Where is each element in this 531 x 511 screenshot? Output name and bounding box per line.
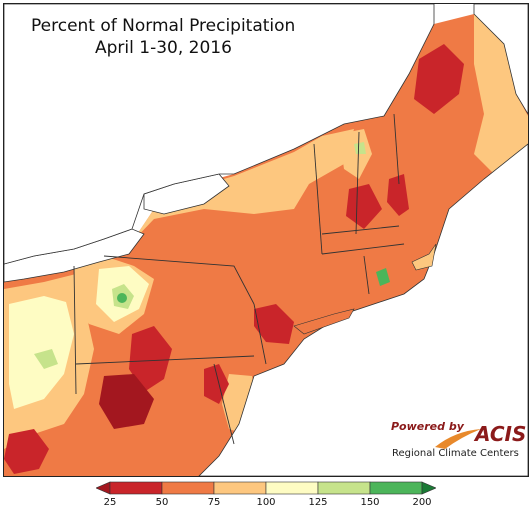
atlantic-ocean [198,143,528,476]
map-date-range: April 1-30, 2016 [95,38,232,58]
region-nyc-red [254,304,294,344]
legend-swatch [161,481,215,495]
region-nh-red [346,184,382,229]
region-wpa-darkgreen [117,293,127,303]
region-ohio-green [34,349,58,369]
precipitation-map: Percent of Normal Precipitation April 1-… [3,3,529,477]
acis-credit-logo: Powered by ACIS Regional Climate Centers [387,417,526,461]
long-island [293,308,355,335]
legend-swatch [317,481,371,495]
legend-tick-label: 125 [308,497,328,508]
credit-acis: ACIS [475,422,527,446]
canada-region [4,4,435,265]
legend-tick-label: 100 [256,497,276,508]
legend-tick-label: 50 [155,497,169,508]
legend-tick-label: 150 [360,497,380,508]
legend-swatch [109,481,163,495]
color-legend: 25 50 75 100 125 150 200 [96,480,436,508]
credit-rcc: Regional Climate Centers [392,448,519,459]
legend-swatch [369,481,423,495]
credit-powered-by: Powered by [391,420,464,433]
legend-swatch [265,481,319,495]
region-central-pa-red [129,326,172,392]
region-maine-red [414,44,464,114]
map-title: Percent of Normal Precipitation [31,16,296,36]
legend-bar [96,481,436,495]
legend-tick-label: 75 [207,497,221,508]
region-maine [474,14,528,174]
region-vt-green [354,142,366,154]
region-ri-green [376,268,390,286]
region-va-red [99,374,154,429]
region-vermont-pale [339,129,372,179]
region-mass-red [387,174,409,216]
region-northern-ny [132,129,354,242]
legend-tick-label: 25 [103,497,117,508]
canada-ne [473,4,528,115]
region-sw-red [4,429,49,474]
legend-arrow-high [421,481,436,495]
legend-tick-label: 200 [412,497,432,508]
state-borders [73,113,405,445]
map-canvas [4,4,528,476]
swoosh-icon [435,429,481,449]
cape-cod [411,243,437,271]
legend-swatch [213,481,267,495]
region-md-red [204,364,229,404]
legend-arrow-low [96,481,111,495]
